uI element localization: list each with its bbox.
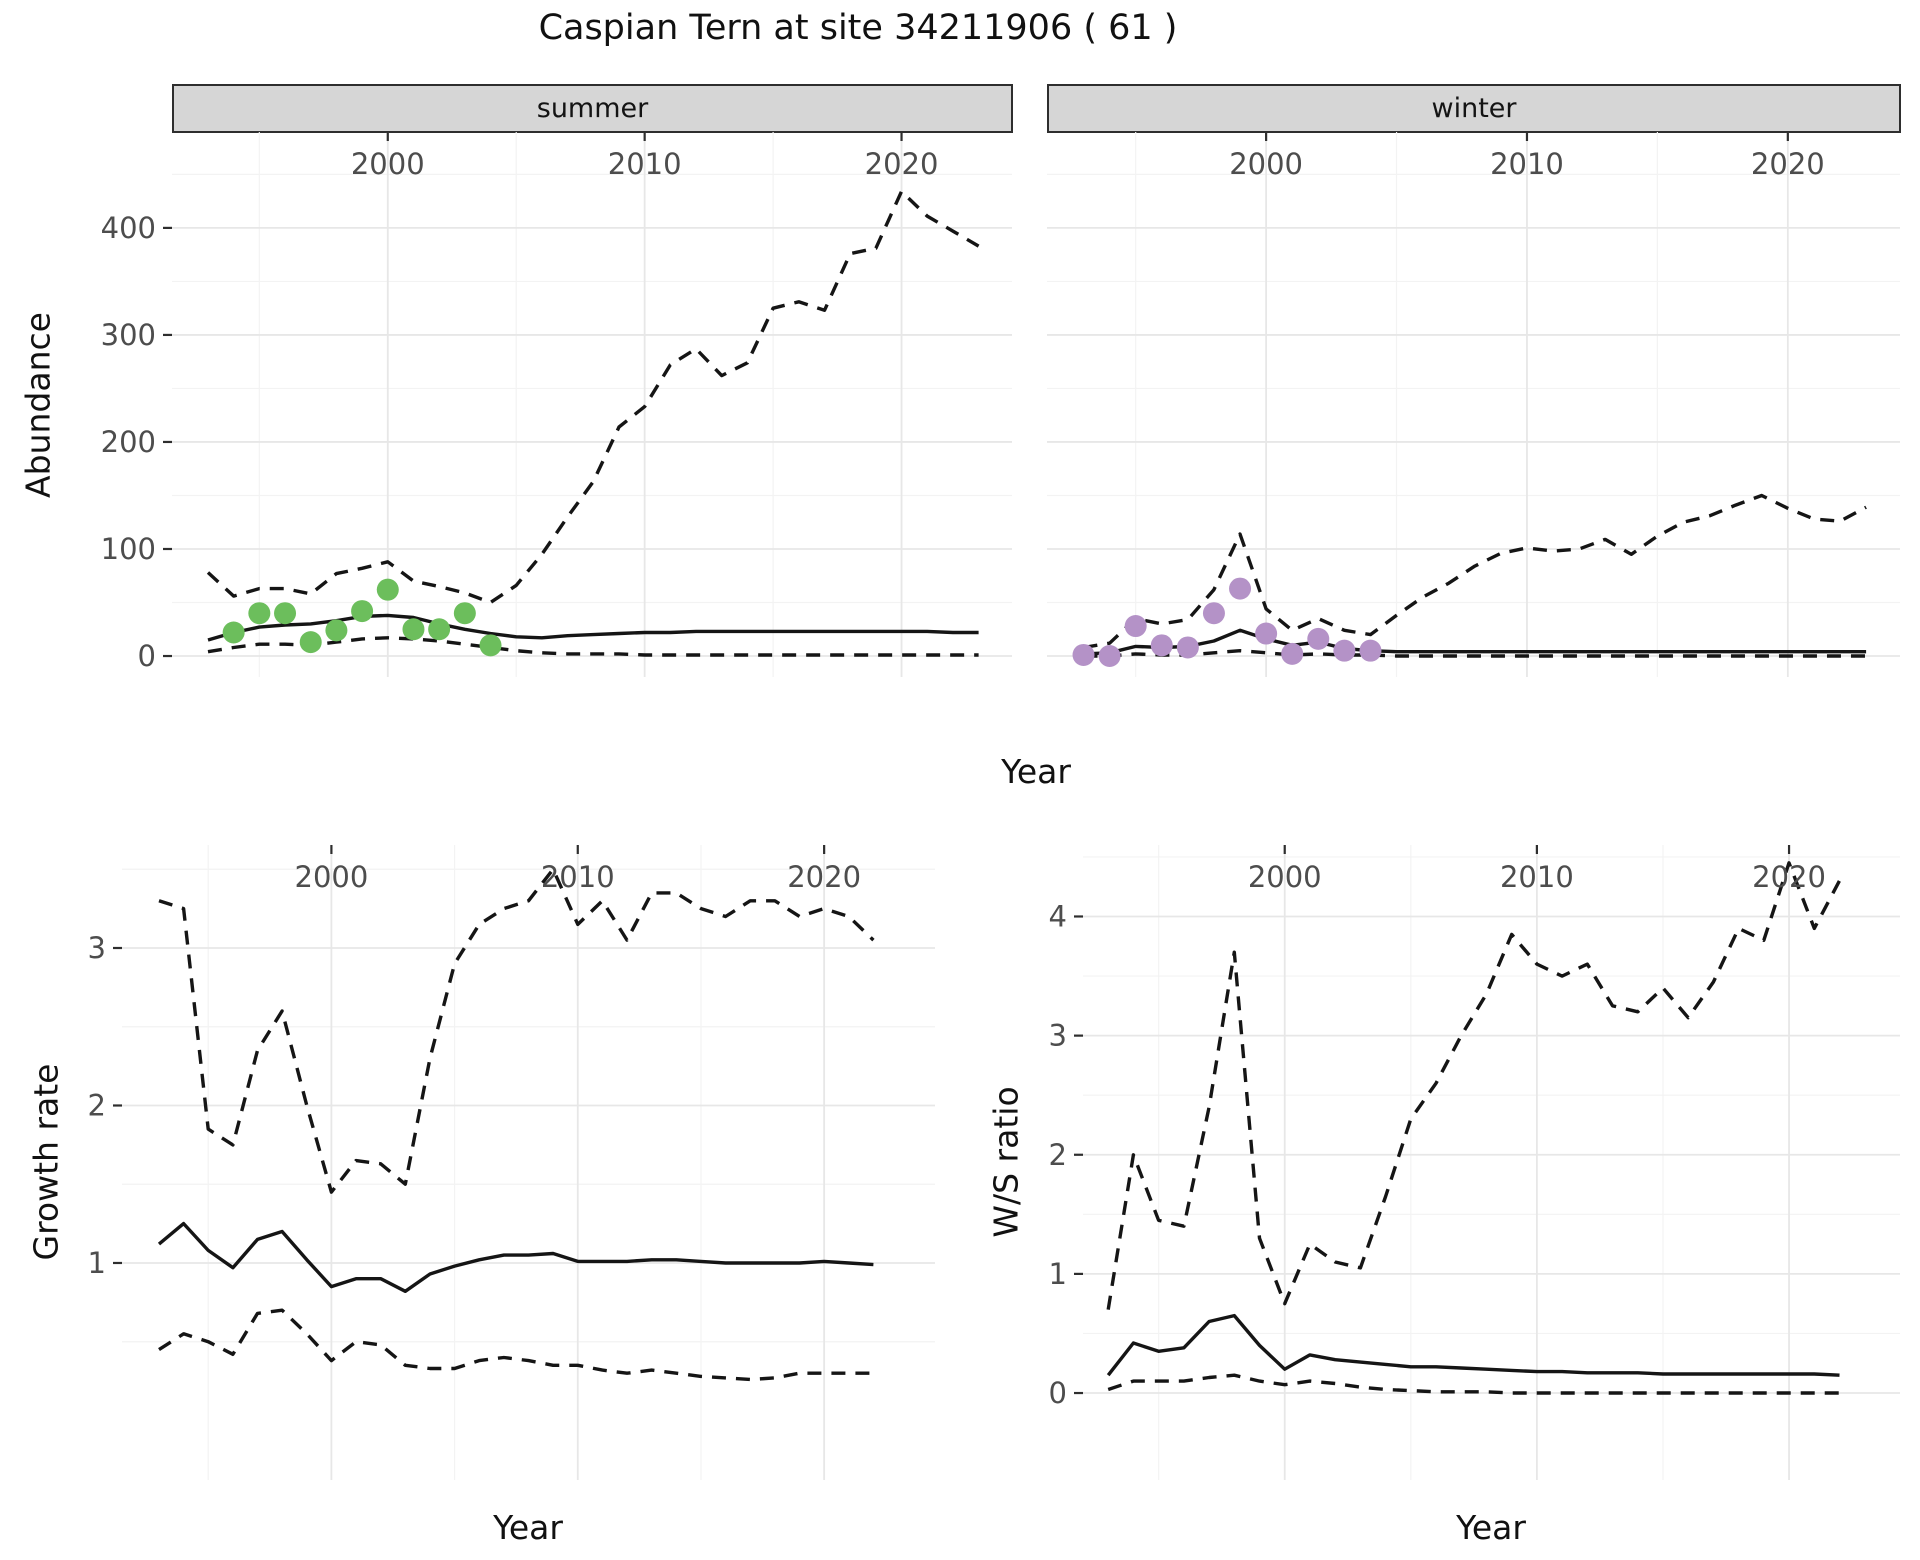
x-tick-label: 2010: [608, 147, 682, 181]
data-point-summer: [351, 600, 374, 623]
y-tick-label: 2: [1049, 1138, 1067, 1172]
data-point-winter: [1176, 636, 1199, 659]
data-point-winter: [1255, 622, 1278, 645]
median-line: [157, 1221, 874, 1293]
y-tick-label: 1: [1049, 1257, 1067, 1291]
lower_ci-line: [158, 1308, 874, 1382]
x-tick-label: 2020: [787, 860, 861, 894]
data-point-winter: [1098, 645, 1121, 668]
median-line: [1083, 628, 1867, 656]
median-line: [207, 613, 979, 642]
data-point-summer: [274, 602, 297, 625]
median-line: [1106, 1313, 1840, 1377]
facet-label-summer: summer: [536, 93, 649, 124]
x-tick-label: 2000: [1229, 147, 1303, 181]
facet-label-winter: winter: [1431, 93, 1517, 124]
lower_ci-line: [1083, 649, 1867, 658]
facet-strip-summer: summer: [172, 84, 1013, 133]
upper_ci-line: [206, 189, 980, 605]
y-tick-label: 200: [101, 425, 156, 459]
y-tick-label: 300: [101, 318, 156, 352]
panel-summer: 2000 2010 2020 0 100 200 300 400: [101, 132, 1012, 677]
x-axis-title-year-top: Year: [1001, 752, 1071, 791]
upper_ci-line: [158, 867, 875, 1194]
chart-title: Caspian Tern at site 34211906 ( 61 ): [538, 8, 1178, 48]
data-point-summer: [453, 602, 476, 625]
y-tick-label: 3: [88, 931, 106, 965]
data-point-winter: [1359, 639, 1382, 662]
lower_ci-line: [1107, 1373, 1840, 1395]
data-point-winter: [1307, 627, 1330, 650]
y-tick-label: 100: [101, 532, 156, 566]
panel-growth: 2000 2010 2020 1 2 3: [88, 845, 935, 1480]
panel-wsr: 2000 2010 2020 0 1 2 3 4: [1049, 845, 1900, 1480]
x-tick-label: 2020: [865, 147, 939, 181]
data-point-summer: [376, 578, 399, 601]
data-point-winter: [1202, 602, 1225, 625]
x-tick-label: 2020: [1751, 147, 1825, 181]
data-point-winter: [1124, 615, 1147, 638]
data-point-winter: [1281, 642, 1304, 665]
x-tick-label: 2000: [351, 147, 425, 181]
x-tick-label: 2010: [1500, 860, 1574, 894]
panel-winter: 2000 2010 2020: [1047, 132, 1900, 677]
data-point-winter: [1229, 577, 1252, 600]
data-point-summer: [402, 618, 425, 641]
y-tick-label: 0: [1049, 1376, 1067, 1410]
data-point-winter: [1150, 634, 1173, 657]
x-tick-label: 2010: [1490, 147, 1564, 181]
data-point-summer: [248, 602, 271, 625]
x-tick-label: 2010: [541, 860, 615, 894]
y-tick-label: 1: [88, 1246, 106, 1280]
upper_ci-line: [1083, 493, 1867, 650]
x-tick-label: 2020: [1752, 860, 1826, 894]
y-tick-label: 0: [138, 639, 156, 673]
y-tick-label: 400: [101, 211, 156, 245]
upper_ci-line: [1106, 861, 1842, 1310]
data-point-summer: [325, 619, 348, 642]
data-point-winter: [1333, 639, 1356, 662]
data-point-winter: [1072, 643, 1095, 666]
y-tick-label: 4: [1049, 899, 1067, 933]
y-tick-label: 2: [88, 1088, 106, 1122]
y-tick-label: 3: [1049, 1019, 1067, 1053]
data-point-summer: [299, 631, 322, 654]
data-point-summer: [222, 621, 245, 644]
data-point-summer: [428, 618, 451, 641]
lower_ci-line: [207, 636, 979, 657]
x-axis-title-year-wsr: Year: [1456, 1508, 1526, 1547]
x-axis-title-year-growth: Year: [493, 1508, 563, 1547]
facet-strip-winter: winter: [1047, 84, 1901, 133]
x-tick-label: 2000: [1248, 860, 1322, 894]
data-point-summer: [479, 634, 502, 657]
x-tick-label: 2000: [295, 860, 369, 894]
